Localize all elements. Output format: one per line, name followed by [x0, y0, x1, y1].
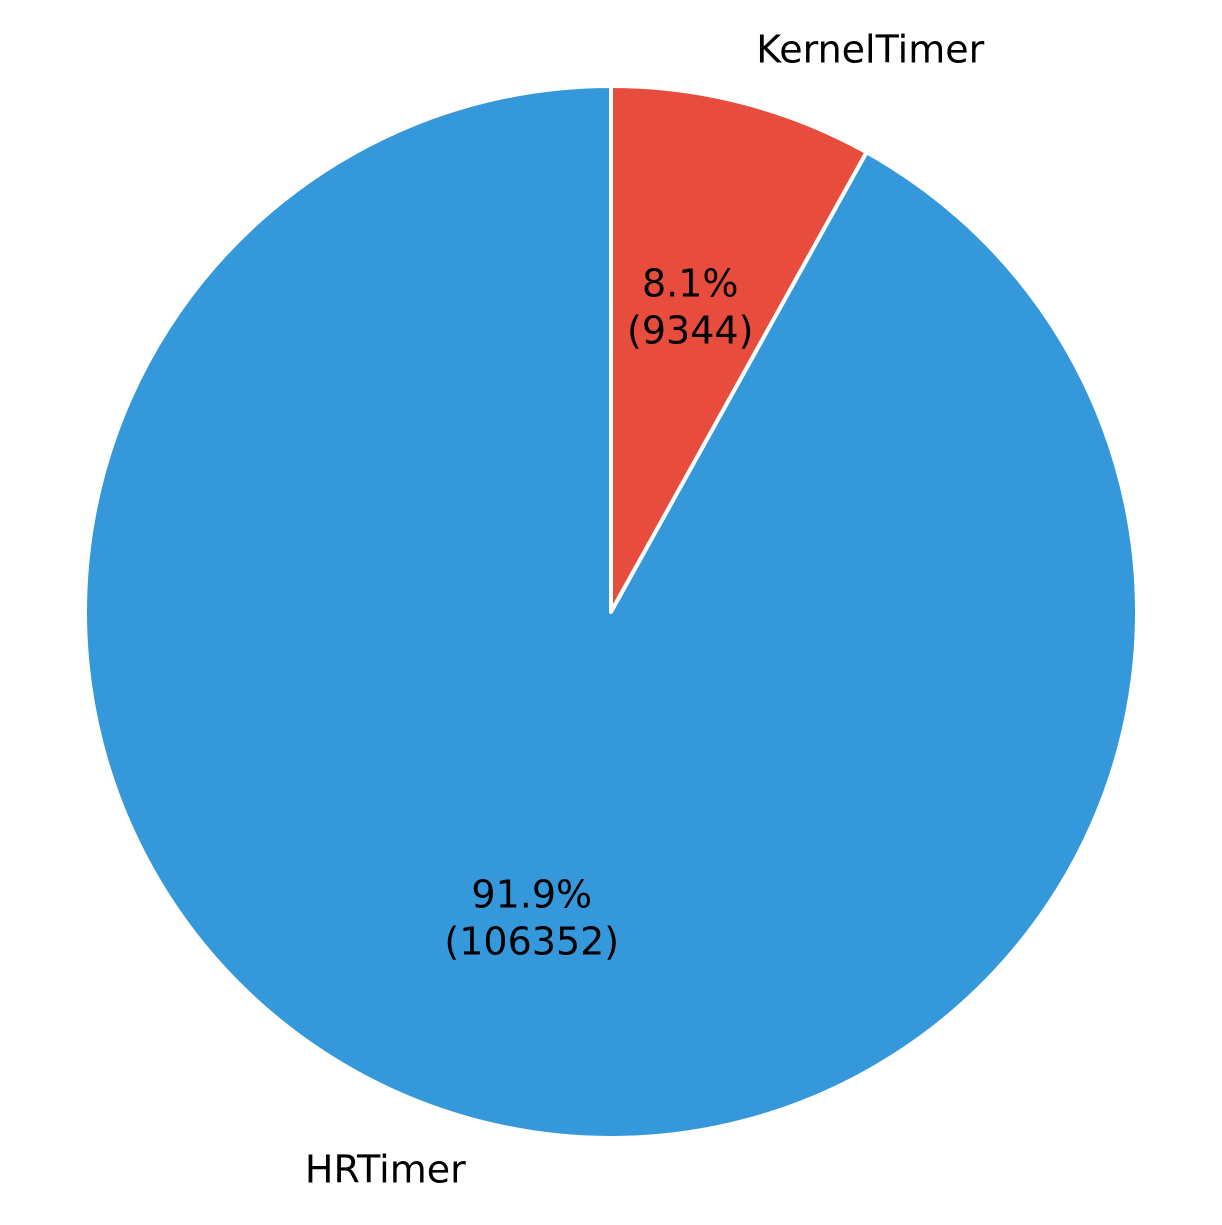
slice-label-hrtimer: HRTimer [305, 1148, 466, 1192]
slice-autopct-hrtimer: 91.9% (106352) [444, 872, 619, 963]
slice-autopct-kerneltimer: 8.1% (9344) [627, 262, 753, 353]
pie-slice-hrtimer [83, 84, 1139, 1140]
slice-value: (9344) [627, 309, 753, 353]
pie-labels: KernelTimer 8.1% (9344) HRTimer 91.9% (106352… [305, 27, 985, 1191]
pie-slices [83, 84, 1139, 1140]
slice-label-kerneltimer: KernelTimer [756, 27, 984, 71]
pie-slice-kerneltimer [609, 84, 869, 614]
slice-value: (106352) [444, 919, 619, 963]
slice-percent: 8.1% [642, 262, 739, 306]
slice-percent: 91.9% [471, 872, 592, 916]
